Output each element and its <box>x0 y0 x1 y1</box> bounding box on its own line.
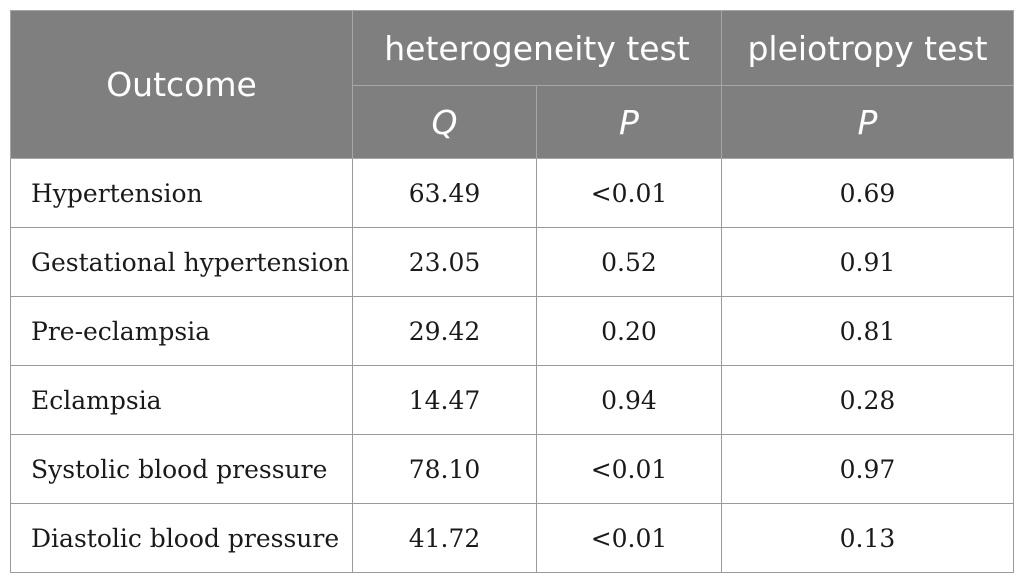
outcome-cell: Gestational hypertension <box>10 227 353 297</box>
header-row-groups: Outcome heterogeneity test pleiotropy te… <box>10 10 1014 159</box>
q-header: Q <box>352 85 537 159</box>
header-row-stats: Q P P <box>11 85 1014 159</box>
q-cell: 78.10 <box>352 434 537 504</box>
pleiotropy-test-header: pleiotropy test <box>721 10 1014 86</box>
outcome-header: Outcome <box>10 10 353 159</box>
p-heterogeneity-header: P <box>536 85 722 159</box>
p-pleiotropy-cell: 0.97 <box>721 434 1014 504</box>
p-heterogeneity-cell: 0.52 <box>536 227 722 297</box>
q-cell: 29.42 <box>352 296 537 366</box>
table-header: Outcome heterogeneity test pleiotropy te… <box>10 10 1014 159</box>
p-heterogeneity-cell: <0.01 <box>536 158 722 228</box>
p-pleiotropy-cell: 0.69 <box>721 158 1014 228</box>
outcome-cell: Pre-eclampsia <box>10 296 353 366</box>
table-row: Diastolic blood pressure 41.72 <0.01 0.1… <box>10 503 1014 573</box>
p-pleiotropy-cell: 0.81 <box>721 296 1014 366</box>
outcome-cell: Eclampsia <box>10 365 353 435</box>
table-row: Eclampsia 14.47 0.94 0.28 <box>10 365 1014 435</box>
p-heterogeneity-cell: 0.20 <box>536 296 722 366</box>
p-heterogeneity-cell: <0.01 <box>536 434 722 504</box>
outcome-cell: Hypertension <box>10 158 353 228</box>
table-body: Hypertension 63.49 <0.01 0.69 Gestationa… <box>10 158 1014 573</box>
results-table: Outcome heterogeneity test pleiotropy te… <box>10 10 1014 573</box>
outcome-cell: Systolic blood pressure <box>10 434 353 504</box>
q-cell: 23.05 <box>352 227 537 297</box>
p-heterogeneity-cell: 0.94 <box>536 365 722 435</box>
p-heterogeneity-cell: <0.01 <box>536 503 722 573</box>
outcome-cell: Diastolic blood pressure <box>10 503 353 573</box>
p-pleiotropy-cell: 0.13 <box>721 503 1014 573</box>
table-row: Hypertension 63.49 <0.01 0.69 <box>10 158 1014 228</box>
p-pleiotropy-cell: 0.28 <box>721 365 1014 435</box>
q-cell: 41.72 <box>352 503 537 573</box>
table-row: Pre-eclampsia 29.42 0.20 0.81 <box>10 296 1014 366</box>
q-cell: 14.47 <box>352 365 537 435</box>
p-pleiotropy-cell: 0.91 <box>721 227 1014 297</box>
heterogeneity-test-header: heterogeneity test <box>352 10 722 86</box>
q-cell: 63.49 <box>352 158 537 228</box>
table-row: Systolic blood pressure 78.10 <0.01 0.97 <box>10 434 1014 504</box>
table-row: Gestational hypertension 23.05 0.52 0.91 <box>10 227 1014 297</box>
p-pleiotropy-header: P <box>721 85 1014 159</box>
